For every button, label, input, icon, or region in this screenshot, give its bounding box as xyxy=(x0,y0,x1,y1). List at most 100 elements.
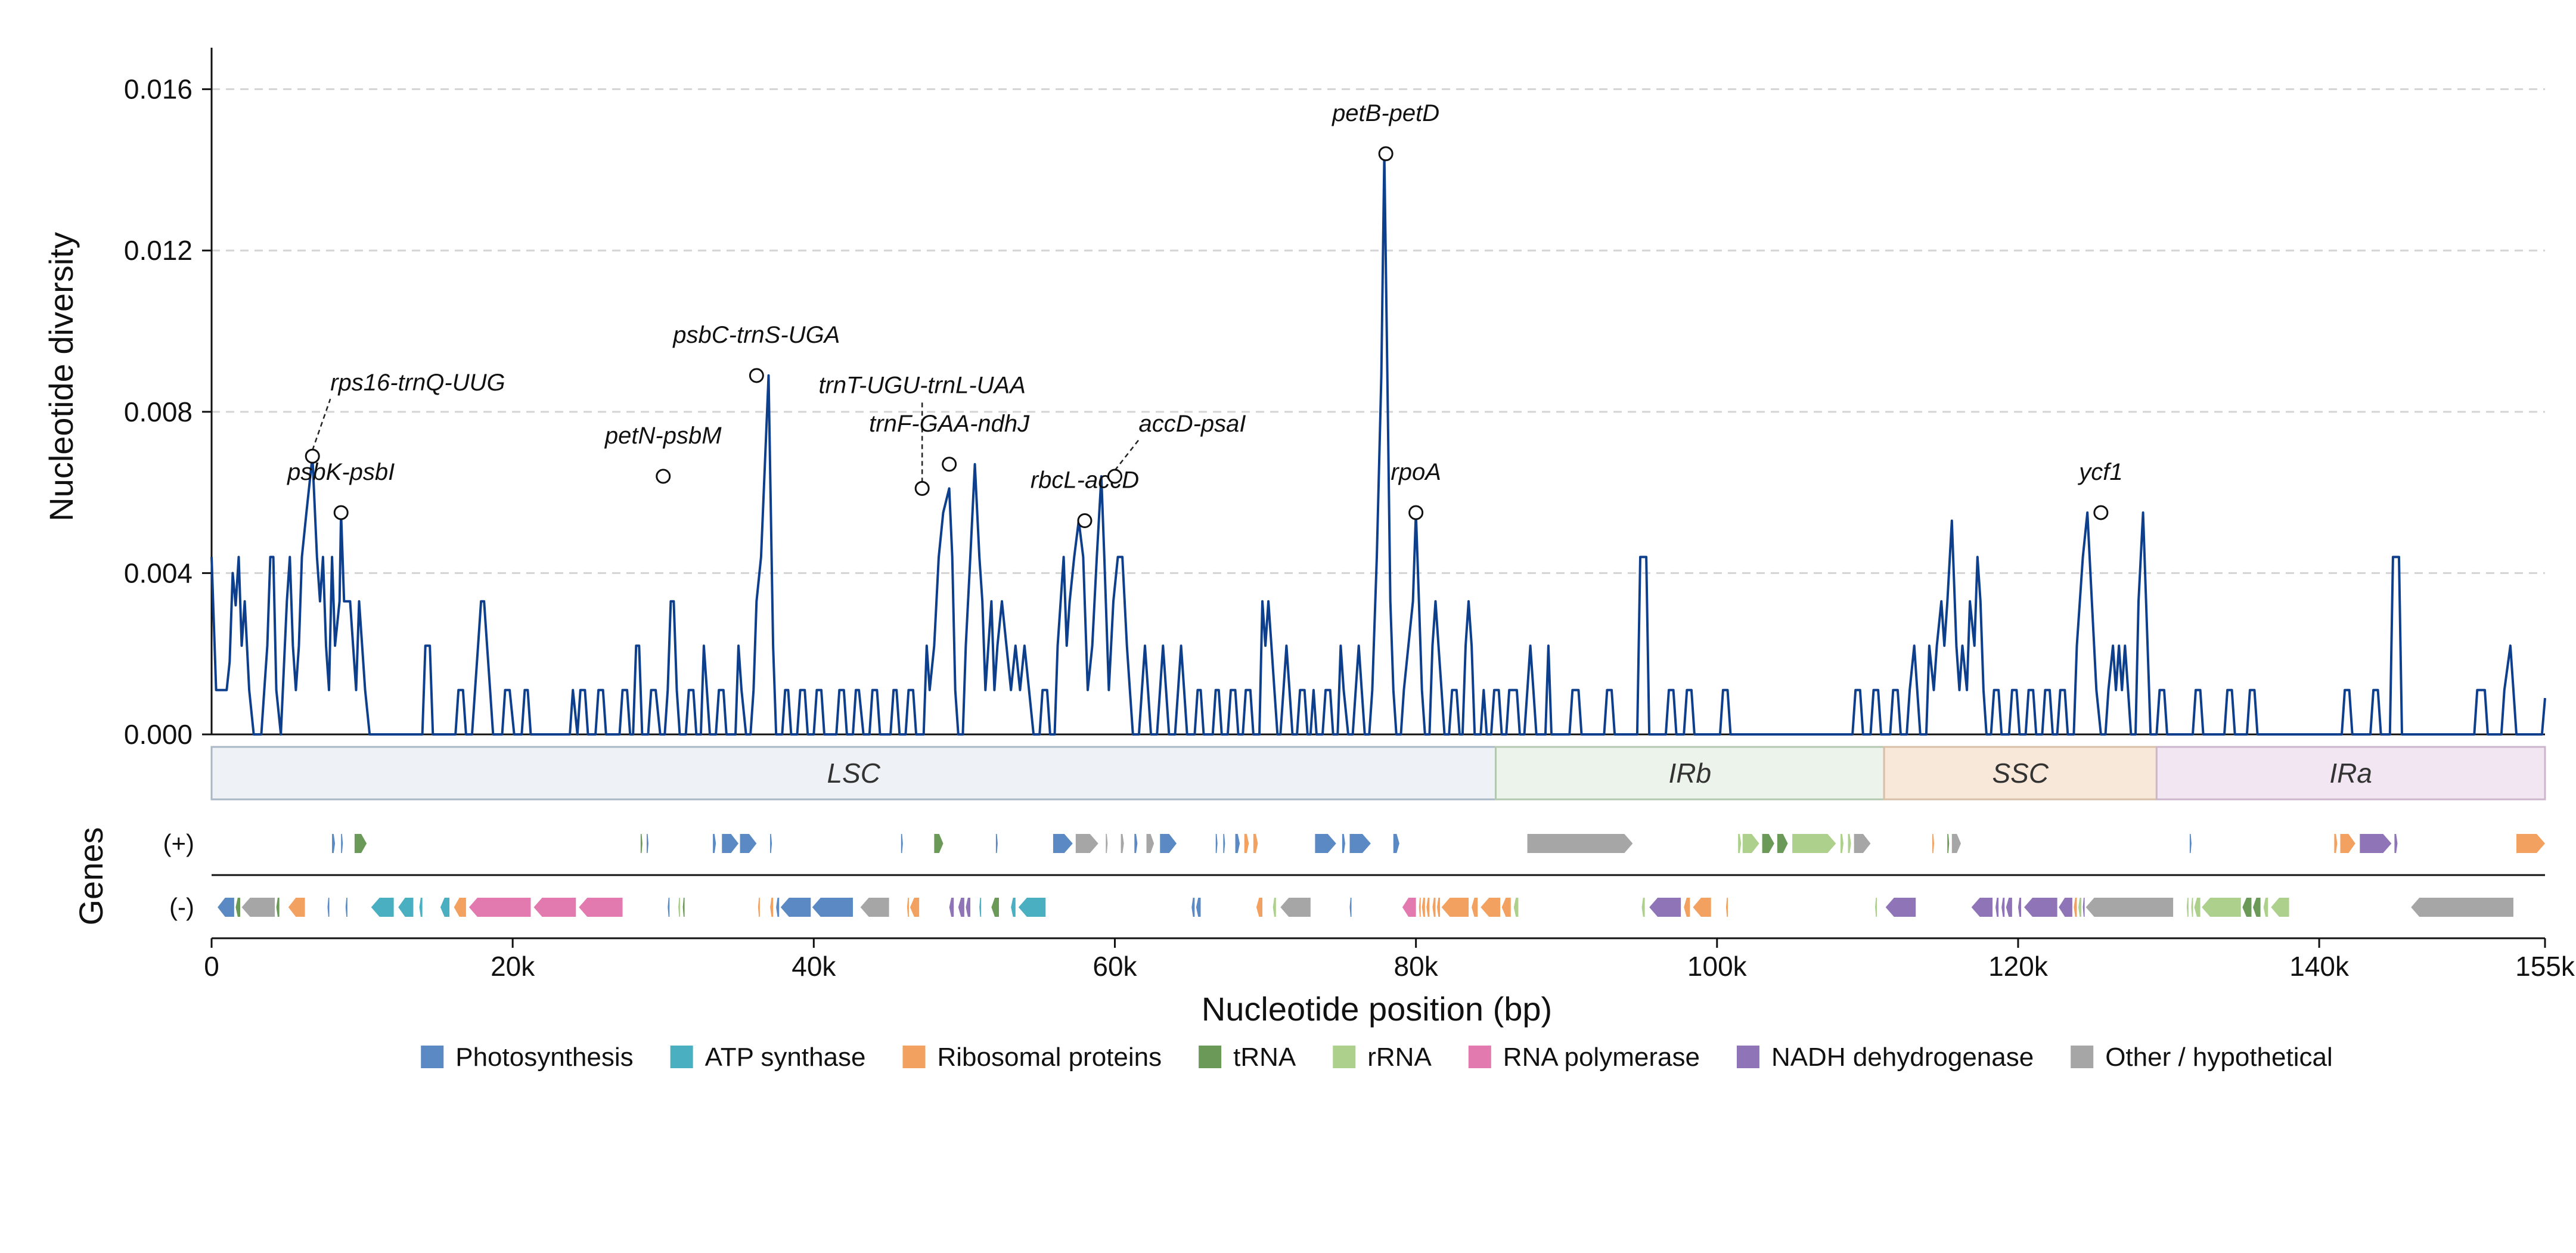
gene-arrow xyxy=(235,898,240,917)
gene-arrow xyxy=(678,898,680,917)
gene-arrow xyxy=(2394,834,2398,853)
gene-arrow xyxy=(2018,898,2022,917)
gene-arrow xyxy=(468,898,531,917)
region-lsc xyxy=(210,746,1497,801)
gene-arrow xyxy=(2252,898,2261,917)
gene-arrow xyxy=(949,898,954,917)
region-label: SSC xyxy=(1992,758,2049,789)
legend-entry: ATP synthase xyxy=(705,1043,866,1072)
legend-swatch xyxy=(902,1046,926,1068)
legend-entry: Photosynthesis xyxy=(455,1043,633,1072)
gene-arrow xyxy=(1725,898,1728,917)
gene-arrow xyxy=(1053,834,1073,853)
region-ira xyxy=(2155,746,2546,801)
gene-arrow xyxy=(1951,834,1961,853)
gene-arrow xyxy=(2242,898,2252,917)
legend-swatch xyxy=(1199,1046,1222,1068)
gene-arrow xyxy=(646,834,648,853)
hotspot-label: rbcL-accD xyxy=(1031,467,1139,493)
gene-arrow xyxy=(1684,898,1690,917)
hotspot-label: psbC-trnS-UGA xyxy=(672,322,840,348)
gene-arrow xyxy=(2085,898,2174,917)
x-tick-label: 20k xyxy=(491,951,535,982)
gene-arrow xyxy=(2411,898,2513,917)
diversity-series xyxy=(210,152,2546,736)
hotspot-label: rps16-trnQ-UUG xyxy=(330,370,505,396)
x-tick-label: 40k xyxy=(792,951,836,982)
gene-arrow xyxy=(1437,898,1441,917)
gene-arrow xyxy=(776,898,780,917)
gene-arrow xyxy=(288,898,305,917)
gene-arrow xyxy=(1146,834,1154,853)
gene-arrow xyxy=(1738,834,1742,853)
x-tick-label: 155k xyxy=(2515,951,2575,982)
hotspot-leader xyxy=(1114,439,1140,471)
gene-arrow xyxy=(419,898,423,917)
gene-arrow xyxy=(2263,898,2268,917)
hotspot-marker xyxy=(1077,513,1093,528)
gene-arrow xyxy=(770,834,772,853)
gene-arrow xyxy=(1481,898,1501,917)
gene-arrow xyxy=(1947,834,1950,853)
gene-map-tracks xyxy=(218,834,2545,917)
gene-arrow xyxy=(218,898,234,917)
y-tick-label: 0.008 xyxy=(124,396,193,427)
gene-arrow xyxy=(2189,834,2192,853)
gene-arrow xyxy=(1426,898,1430,917)
gene-arrow xyxy=(1995,898,1999,917)
y-tick-label: 0.004 xyxy=(124,557,193,588)
gene-arrow xyxy=(713,834,716,853)
x-tick-label: 140k xyxy=(2289,951,2350,982)
gene-arrow xyxy=(682,898,685,917)
region-ssc xyxy=(1883,746,2158,801)
hotspot-marker xyxy=(914,480,930,496)
gridlines xyxy=(212,88,2545,574)
gene-arrow xyxy=(1075,834,1098,853)
gene-arrow xyxy=(1762,834,1774,853)
gene-arrow xyxy=(640,834,643,853)
y-axis-title: Nucleotide diversity xyxy=(42,232,80,522)
gene-arrow xyxy=(934,834,944,853)
gene-arrow xyxy=(1244,834,1249,853)
hotspot-label: petB-petD xyxy=(1332,100,1439,126)
legend-swatch xyxy=(670,1046,693,1068)
gene-arrow xyxy=(1191,898,1195,917)
gene-arrow xyxy=(327,898,330,917)
gene-arrow xyxy=(2078,898,2082,917)
hotspot-label: petN-psbM xyxy=(604,423,722,449)
x-axis-title: Nucleotide position (bp) xyxy=(1202,990,1552,1028)
gene-arrow xyxy=(1419,898,1421,917)
gene-arrow xyxy=(1223,834,1225,853)
gene-arrow xyxy=(991,898,999,917)
gene-arrow xyxy=(1641,898,1645,917)
gene-arrow xyxy=(1932,834,1934,853)
gene-arrow xyxy=(901,834,903,853)
legend-entry: tRNA xyxy=(1233,1043,1296,1072)
gene-arrow xyxy=(454,898,466,917)
legend-entry: RNA polymerase xyxy=(1503,1043,1700,1072)
gene-arrow xyxy=(812,898,853,917)
gene-arrow xyxy=(2340,834,2355,853)
gene-arrow xyxy=(276,898,280,917)
gene-arrow xyxy=(2194,898,2201,917)
hotspot-marker xyxy=(1378,146,1393,162)
gene-arrow xyxy=(2001,898,2005,917)
x-tick-label: 0 xyxy=(204,951,219,982)
gene-arrow xyxy=(1106,834,1108,853)
hotspot-label: accD-psaI xyxy=(1138,411,1246,437)
legend-entry: Other / hypothetical xyxy=(2105,1043,2333,1072)
hotspot-marker xyxy=(1107,469,1122,484)
gene-arrow xyxy=(860,898,889,917)
gene-arrow xyxy=(1777,834,1788,853)
gene-arrow xyxy=(1280,898,1311,917)
x-tick-label: 80k xyxy=(1394,951,1439,982)
gene-arrow xyxy=(440,898,450,917)
gene-arrow xyxy=(1196,898,1201,917)
legend-entry: Ribosomal proteins xyxy=(937,1043,1162,1072)
hotspot-label: trnF-GAA-ndhJ xyxy=(869,411,1030,437)
gene-arrow xyxy=(241,898,275,917)
gene-arrow xyxy=(341,834,343,853)
y-tick-label: 0.012 xyxy=(124,235,193,266)
hotspot-marker xyxy=(333,505,349,520)
